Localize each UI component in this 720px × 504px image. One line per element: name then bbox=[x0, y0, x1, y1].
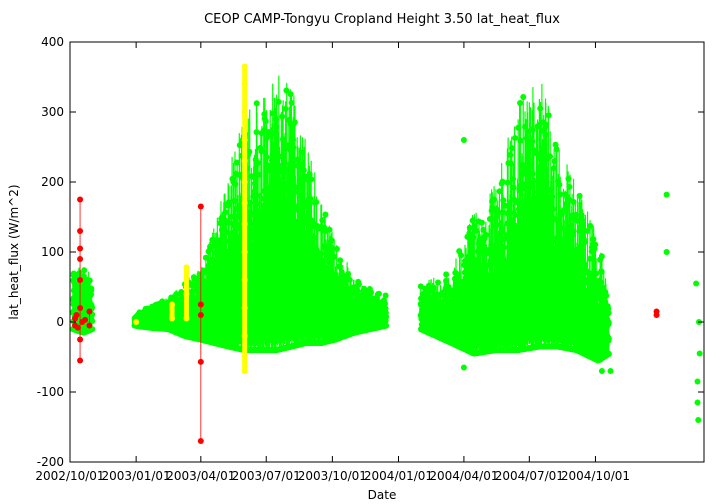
good-point bbox=[326, 226, 333, 233]
good-point bbox=[253, 100, 260, 107]
good-point bbox=[504, 179, 511, 186]
good-point bbox=[308, 176, 315, 183]
good-point bbox=[443, 271, 450, 278]
good-point bbox=[354, 287, 361, 294]
series-good-points bbox=[69, 75, 703, 423]
good-point bbox=[246, 148, 253, 155]
good-point bbox=[337, 257, 344, 264]
good-point bbox=[346, 276, 353, 283]
good-point bbox=[458, 252, 465, 259]
good-point bbox=[470, 234, 477, 241]
good-point bbox=[430, 284, 437, 291]
good-point bbox=[207, 243, 214, 250]
good-point bbox=[222, 209, 229, 216]
good-point bbox=[499, 178, 506, 185]
good-point bbox=[275, 98, 282, 105]
y-axis-label: lat_heat_flux (W/m^2) bbox=[7, 184, 21, 319]
good-point bbox=[333, 245, 340, 252]
good-point bbox=[282, 105, 289, 112]
good-point bbox=[355, 281, 362, 288]
good-point bbox=[253, 129, 260, 136]
good-point bbox=[81, 267, 88, 274]
good-point bbox=[202, 254, 209, 261]
good-point bbox=[88, 285, 95, 292]
good-point bbox=[382, 309, 389, 316]
good-point bbox=[382, 292, 389, 299]
good-point bbox=[368, 289, 375, 296]
good-point bbox=[279, 113, 286, 120]
x-axis-label: Date bbox=[368, 488, 397, 502]
plot-marks bbox=[69, 63, 703, 444]
chart-title: CEOP CAMP-Tongyu Cropland Height 3.50 la… bbox=[204, 12, 560, 27]
good-point bbox=[262, 118, 269, 125]
good-point bbox=[435, 279, 442, 286]
good-point bbox=[483, 231, 490, 238]
good-point bbox=[375, 290, 382, 297]
good-point bbox=[89, 317, 96, 324]
good-point bbox=[254, 159, 261, 166]
good-point bbox=[291, 119, 298, 126]
good-point bbox=[500, 197, 507, 204]
good-point bbox=[225, 199, 232, 206]
good-point bbox=[478, 219, 485, 226]
good-point bbox=[173, 291, 180, 298]
good-point bbox=[313, 199, 320, 206]
good-point bbox=[322, 211, 329, 218]
